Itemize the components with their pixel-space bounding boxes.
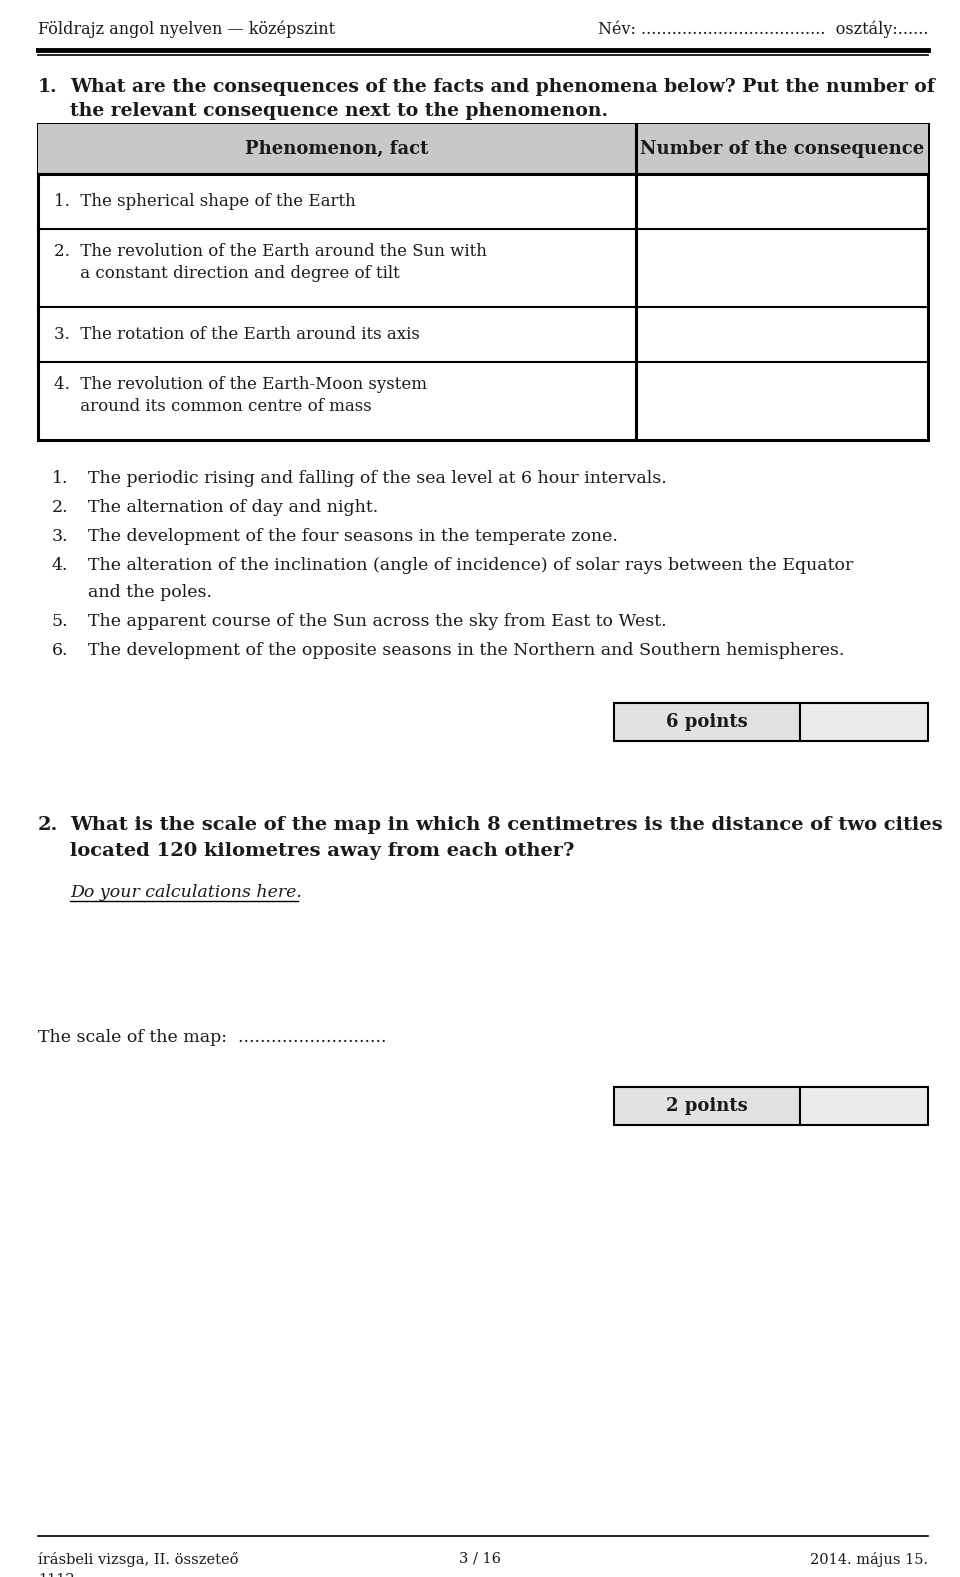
Text: 4.: 4. <box>52 557 68 574</box>
Text: 2 points: 2 points <box>666 1098 748 1115</box>
Text: 3.: 3. <box>52 528 68 546</box>
Bar <box>800 703 928 741</box>
Text: The alteration of the inclination (angle of incidence) of solar rays between the: The alteration of the inclination (angle… <box>88 557 853 574</box>
Text: The development of the four seasons in the temperate zone.: The development of the four seasons in t… <box>88 528 618 546</box>
Text: The alternation of day and night.: The alternation of day and night. <box>88 498 378 516</box>
Text: Földrajz angol nyelven — középszint: Földrajz angol nyelven — középszint <box>38 21 335 38</box>
Text: 3 / 16: 3 / 16 <box>459 1552 501 1566</box>
Text: 6.: 6. <box>52 642 68 659</box>
Text: 5.: 5. <box>52 613 68 629</box>
Text: 2014. május 15.: 2014. május 15. <box>810 1552 928 1568</box>
Text: What are the consequences of the facts and phenomena below? Put the number of: What are the consequences of the facts a… <box>70 77 935 96</box>
Text: 2.: 2. <box>38 815 59 834</box>
Text: and the poles.: and the poles. <box>88 583 212 601</box>
Bar <box>614 703 800 741</box>
Text: located 120 kilometres away from each other?: located 120 kilometres away from each ot… <box>70 842 574 859</box>
Text: Név: ....................................  osztály:......: Név: ...................................… <box>597 21 928 38</box>
Bar <box>38 125 928 440</box>
Text: 2.  The revolution of the Earth around the Sun with: 2. The revolution of the Earth around th… <box>54 243 487 260</box>
Bar <box>38 125 928 173</box>
Text: the relevant consequence next to the phenomenon.: the relevant consequence next to the phe… <box>70 103 608 120</box>
Text: írásbeli vizsga, II. összeteő: írásbeli vizsga, II. összeteő <box>38 1552 238 1568</box>
Text: The development of the opposite seasons in the Northern and Southern hemispheres: The development of the opposite seasons … <box>88 642 845 659</box>
Text: The periodic rising and falling of the sea level at 6 hour intervals.: The periodic rising and falling of the s… <box>88 470 667 487</box>
Text: What is the scale of the map in which 8 centimetres is the distance of two citie: What is the scale of the map in which 8 … <box>70 815 943 834</box>
Text: The scale of the map:  ...........................: The scale of the map: ..................… <box>38 1030 387 1046</box>
Text: Number of the consequence: Number of the consequence <box>640 140 924 158</box>
Text: The apparent course of the Sun across the sky from East to West.: The apparent course of the Sun across th… <box>88 613 666 629</box>
Text: Phenomenon, fact: Phenomenon, fact <box>246 140 429 158</box>
Text: 4.  The revolution of the Earth-Moon system: 4. The revolution of the Earth-Moon syst… <box>54 375 427 393</box>
Text: 1112: 1112 <box>38 1572 75 1577</box>
Bar <box>800 1087 928 1124</box>
Text: 2.: 2. <box>52 498 68 516</box>
Text: 6 points: 6 points <box>666 713 748 732</box>
Text: around its common centre of mass: around its common centre of mass <box>54 397 372 415</box>
Bar <box>614 1087 800 1124</box>
Text: 1.: 1. <box>52 470 68 487</box>
Text: a constant direction and degree of tilt: a constant direction and degree of tilt <box>54 265 399 282</box>
Text: 1.: 1. <box>38 77 58 96</box>
Text: 1.  The spherical shape of the Earth: 1. The spherical shape of the Earth <box>54 192 356 210</box>
Text: 3.  The rotation of the Earth around its axis: 3. The rotation of the Earth around its … <box>54 326 420 344</box>
Text: Do your calculations here.: Do your calculations here. <box>70 885 301 900</box>
